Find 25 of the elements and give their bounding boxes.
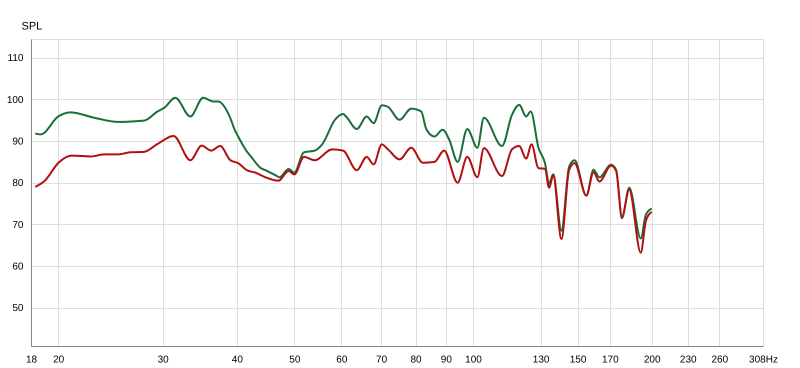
y-tick-label: 80 — [12, 178, 24, 190]
y-tick-label: 70 — [12, 220, 24, 231]
x-tick-label: 18 — [26, 354, 38, 366]
x-tick-label: 308Hz — [749, 354, 778, 366]
x-tick-label: 90 — [440, 354, 452, 366]
y-tick-label: 100 — [6, 94, 24, 106]
x-tick-label: 30 — [158, 354, 170, 366]
x-tick-label: 70 — [376, 354, 388, 366]
x-tick-label: 260 — [711, 354, 729, 366]
y-tick-label: 90 — [12, 136, 24, 148]
x-tick-label: 20 — [53, 354, 65, 366]
y-tick-label: 50 — [12, 303, 24, 314]
x-tick-label: 100 — [465, 354, 482, 366]
x-tick-label: 230 — [680, 354, 698, 366]
x-tick-label: 80 — [410, 354, 422, 366]
x-tick-label: 50 — [289, 354, 301, 366]
x-tick-label: 150 — [570, 354, 587, 366]
x-tick-label: 130 — [532, 354, 550, 366]
y-axis-title: SPL — [22, 20, 42, 32]
y-tick-label: 60 — [12, 262, 24, 273]
y-tick-label: 110 — [8, 53, 24, 64]
x-tick-label: 170 — [602, 354, 620, 366]
x-tick-label: 200 — [644, 354, 661, 366]
x-tick-label: 40 — [232, 354, 244, 366]
x-tick-label: 60 — [336, 354, 348, 366]
